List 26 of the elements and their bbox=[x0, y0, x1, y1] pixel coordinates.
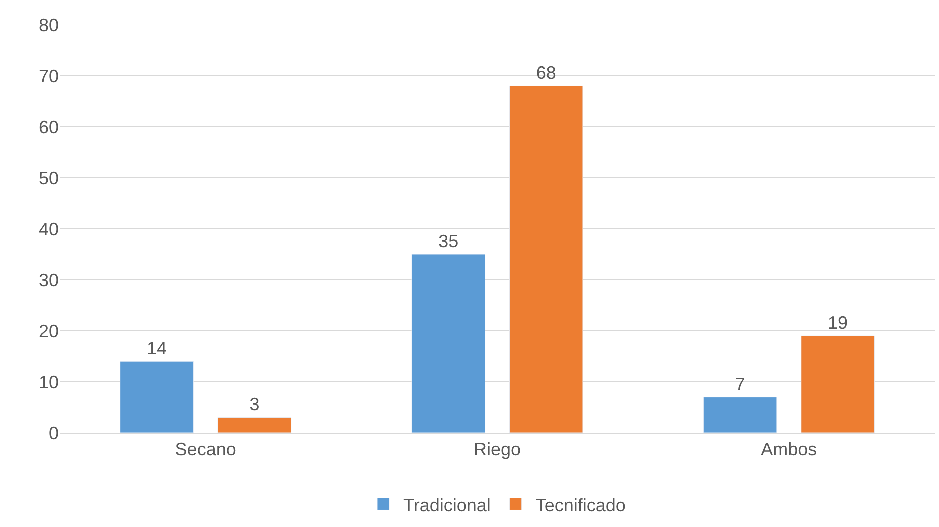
bar bbox=[703, 397, 778, 433]
y-tick-label: 60 bbox=[38, 117, 59, 138]
legend-label: Tradicional bbox=[404, 495, 491, 516]
x-tick-label: Secano bbox=[175, 440, 236, 460]
y-tick-label: 10 bbox=[38, 372, 59, 392]
data-label: 7 bbox=[735, 374, 746, 394]
y-tick-label: 20 bbox=[38, 321, 59, 342]
data-label: 14 bbox=[146, 338, 167, 359]
y-tick-label: 0 bbox=[48, 423, 59, 444]
bar bbox=[120, 361, 194, 433]
y-tick-label: 50 bbox=[38, 168, 59, 188]
data-label: 3 bbox=[250, 394, 260, 415]
x-tick-label: Riego bbox=[474, 440, 522, 460]
y-tick-label: 70 bbox=[38, 66, 59, 86]
y-tick-label: 80 bbox=[38, 15, 59, 36]
bar bbox=[412, 254, 486, 433]
bar bbox=[218, 417, 292, 433]
data-label: 35 bbox=[438, 232, 459, 252]
bar bbox=[801, 336, 875, 433]
bar bbox=[509, 86, 584, 433]
y-tick-label: 40 bbox=[38, 219, 59, 240]
y-tick-label: 30 bbox=[38, 270, 59, 290]
data-label: 68 bbox=[536, 63, 556, 84]
data-label: 19 bbox=[828, 313, 848, 334]
x-tick-label: Ambos bbox=[761, 440, 818, 460]
legend-label: Tecnificado bbox=[536, 495, 626, 516]
